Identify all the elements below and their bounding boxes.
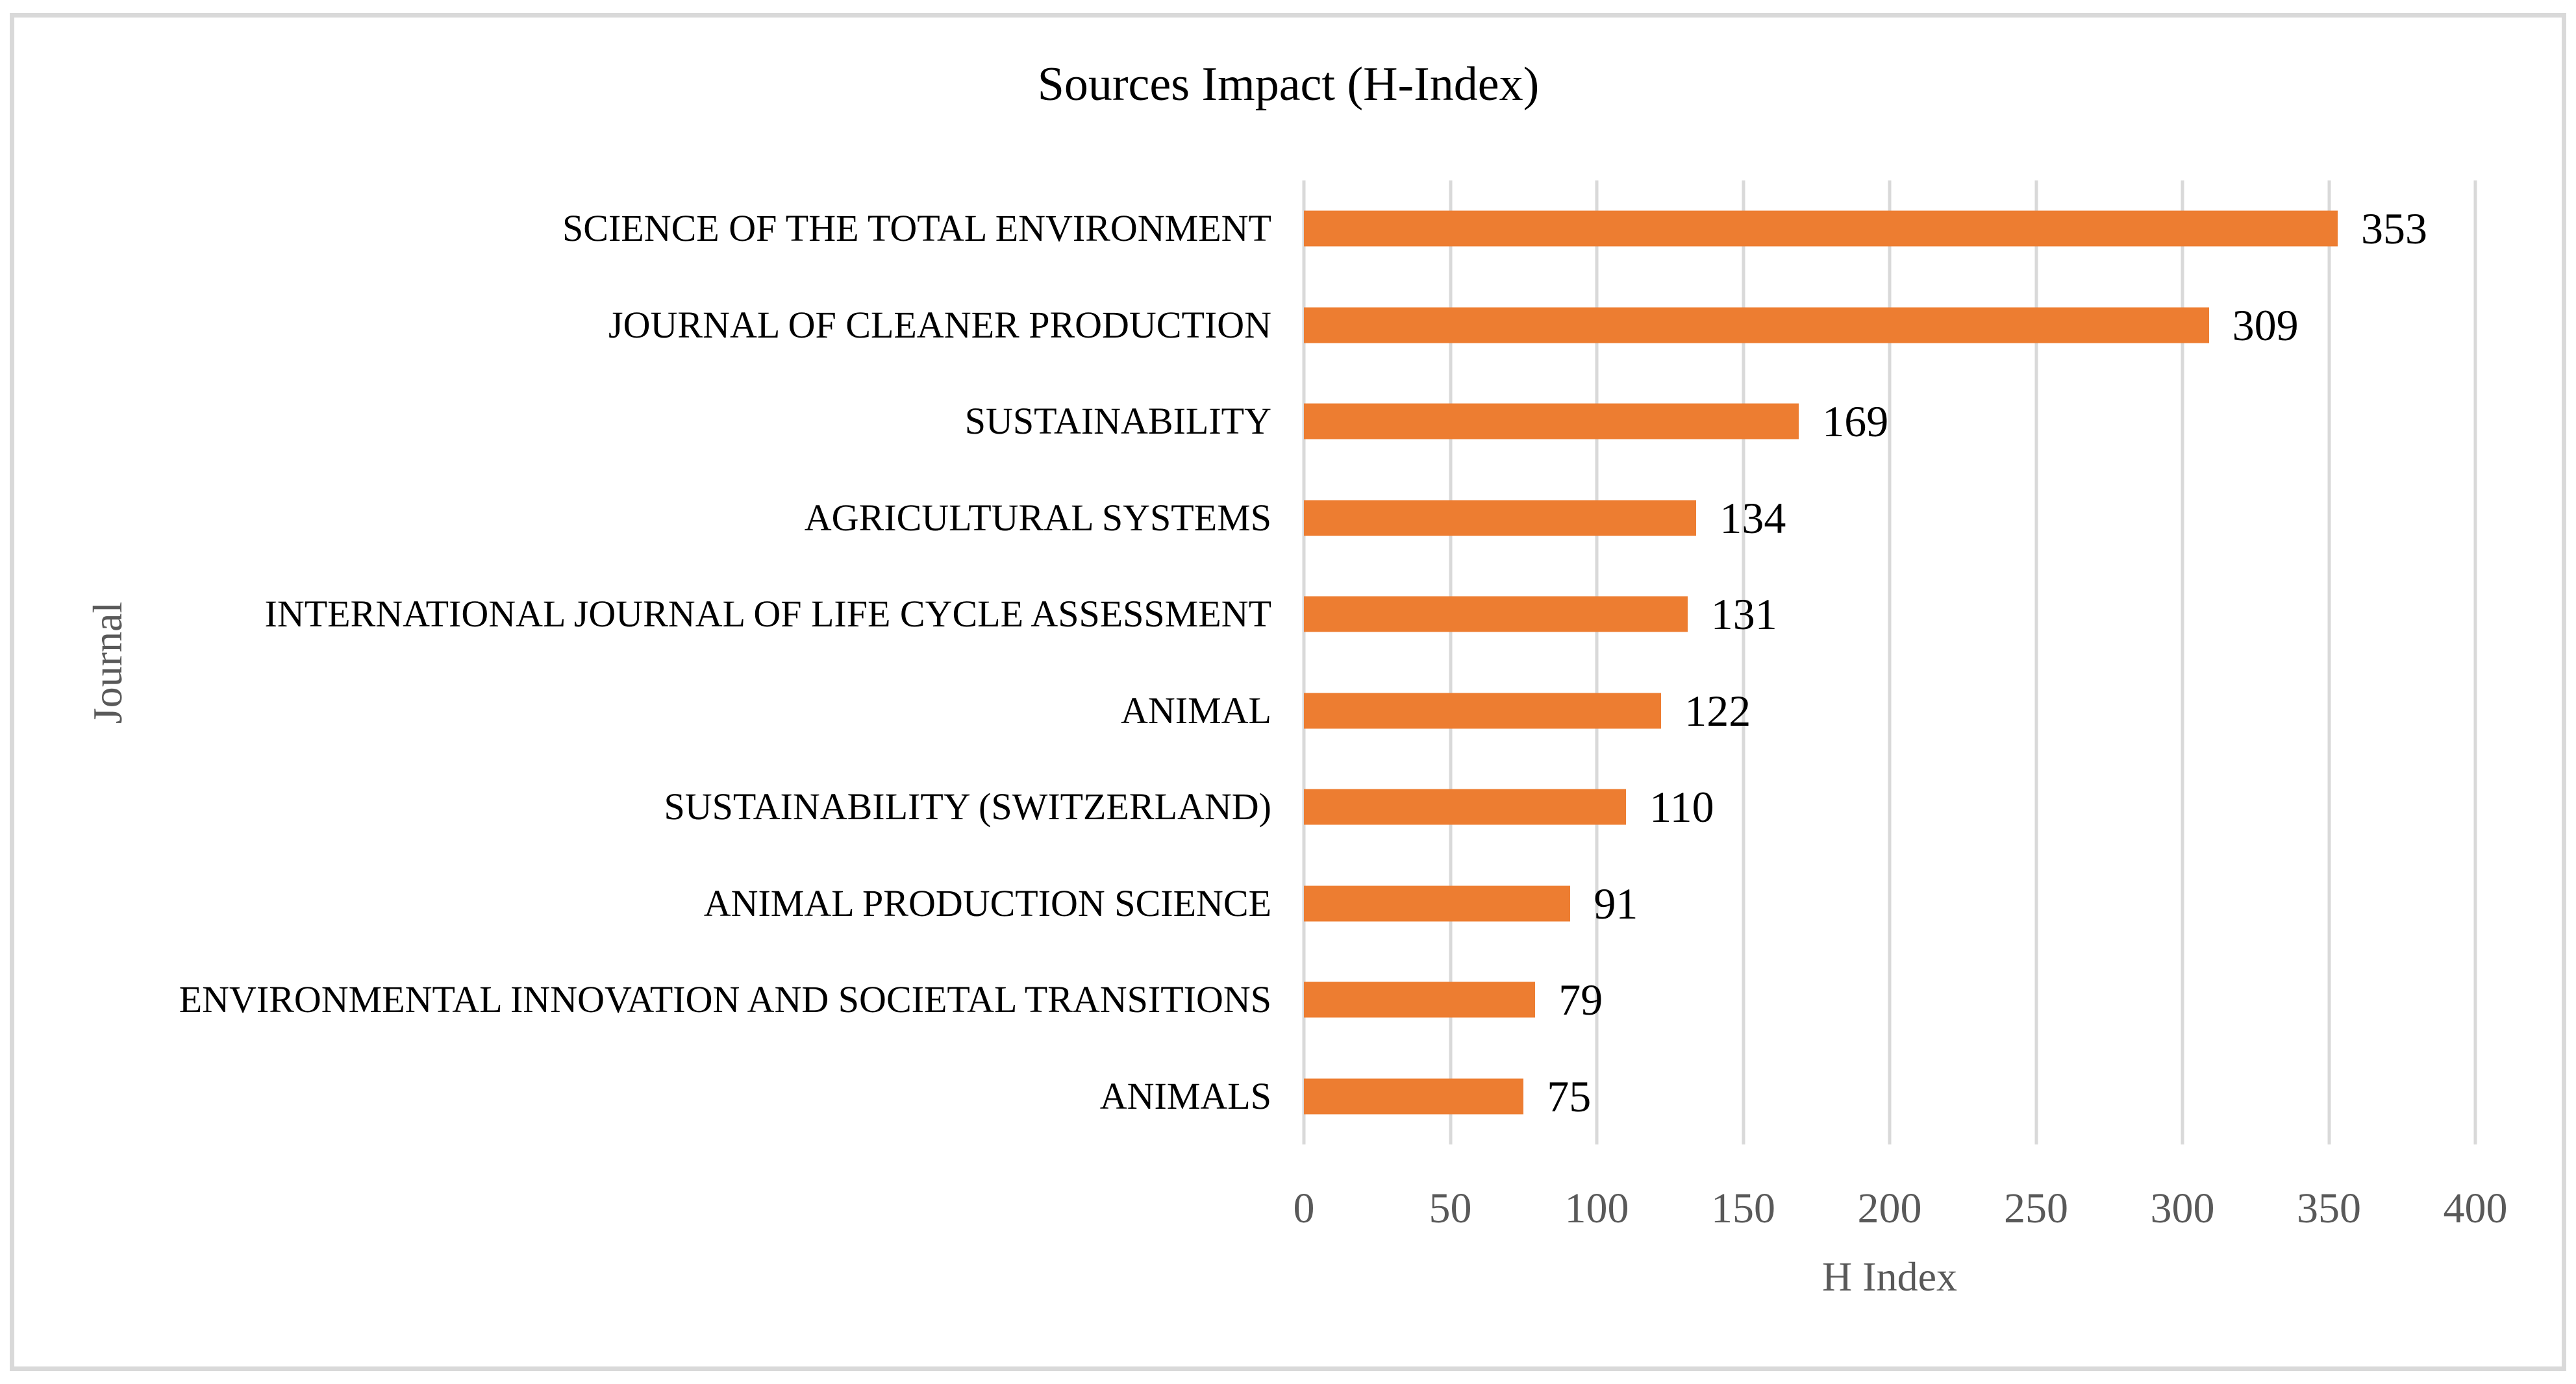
value-label: 79 [1558,975,1603,1025]
category-label: ANIMAL [1121,689,1271,732]
x-tick-label: 100 [1564,1185,1629,1232]
value-label: 131 [1710,589,1777,639]
category-label: SCIENCE OF THE TOTAL ENVIRONMENT [562,207,1271,250]
bar [1304,500,1697,536]
category-label: ANIMALS [1099,1074,1271,1117]
value-label: 91 [1594,878,1638,928]
bar [1304,403,1799,439]
bar [1304,789,1627,825]
x-axis-title: H Index [1822,1254,1957,1300]
bar [1304,693,1662,729]
category-label: ENVIRONMENTAL INNOVATION AND SOCIETAL TR… [179,978,1271,1021]
gridline [2034,180,2038,1144]
bar [1304,982,1536,1018]
bar [1304,210,2338,247]
value-label: 122 [1684,686,1751,735]
category-label: INTERNATIONAL JOURNAL OF LIFE CYCLE ASSE… [264,593,1271,636]
gridline [2473,180,2477,1144]
gridline [1595,180,1599,1144]
x-tick-label: 150 [1711,1185,1775,1232]
bar [1304,885,1571,922]
x-tick-label: 50 [1429,1185,1472,1232]
gridline [2181,180,2184,1144]
x-tick-label: 250 [2004,1185,2068,1232]
chart-border [10,13,2566,1371]
x-tick-label: 200 [1857,1185,1922,1232]
category-label: SUSTAINABILITY [964,400,1271,443]
value-label: 353 [2361,204,2428,254]
x-tick-label: 300 [2150,1185,2215,1232]
category-label: SUSTAINABILITY (SWITZERLAND) [664,785,1271,828]
value-label: 309 [2232,300,2299,350]
value-label: 75 [1547,1071,1592,1121]
value-label: 110 [1649,782,1714,832]
bar [1304,307,2209,343]
gridline [1302,180,1306,1144]
x-tick-label: 350 [2297,1185,2361,1232]
y-axis-title: Journal [84,601,131,724]
value-label: 134 [1719,493,1786,543]
bar [1304,1078,1524,1115]
gridline [1742,180,1745,1144]
value-label: 169 [1822,397,1889,447]
category-label: JOURNAL OF CLEANER PRODUCTION [608,303,1271,346]
gridline [2327,180,2331,1144]
gridline [1888,180,1892,1144]
x-tick-label: 400 [2443,1185,2508,1232]
gridline [1449,180,1452,1144]
x-tick-label: 0 [1293,1185,1315,1232]
chart-title: Sources Impact (H-Index) [1037,58,1540,111]
category-label: AGRICULTURAL SYSTEMS [804,496,1271,539]
bar [1304,596,1688,632]
category-label: ANIMAL PRODUCTION SCIENCE [703,882,1271,924]
